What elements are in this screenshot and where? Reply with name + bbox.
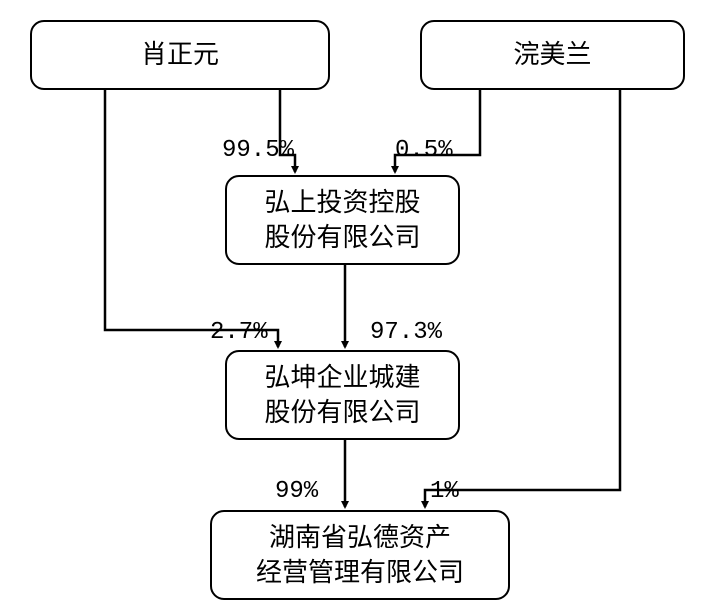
node-label-line1: 浣美兰 bbox=[513, 37, 591, 72]
node-p1: 肖正元 bbox=[30, 20, 330, 90]
edge-label-c1-c2: 97.3% bbox=[370, 319, 442, 346]
node-label-line2: 股份有限公司 bbox=[264, 220, 420, 255]
node-label-line1: 弘坤企业城建 bbox=[264, 360, 420, 395]
node-p2: 浣美兰 bbox=[420, 20, 685, 90]
node-label-line1: 弘上投资控股 bbox=[264, 185, 420, 220]
edge-label-p1-c2: 2.7% bbox=[210, 319, 268, 346]
edge-label-p2-c3: 1% bbox=[430, 478, 459, 505]
node-label-line1: 湖南省弘德资产 bbox=[269, 520, 451, 555]
node-label-line2: 经营管理有限公司 bbox=[256, 555, 464, 590]
node-c2: 弘坤企业城建股份有限公司 bbox=[225, 350, 460, 440]
edge-p2-c3 bbox=[425, 90, 620, 507]
node-label-line2: 股份有限公司 bbox=[264, 395, 420, 430]
node-label-line1: 肖正元 bbox=[141, 37, 219, 72]
edge-label-p1-c1: 99.5% bbox=[222, 137, 294, 164]
node-c3: 湖南省弘德资产经营管理有限公司 bbox=[210, 510, 510, 600]
edge-label-p2-c1: 0.5% bbox=[395, 137, 453, 164]
node-c1: 弘上投资控股股份有限公司 bbox=[225, 175, 460, 265]
edge-label-c2-c3: 99% bbox=[275, 478, 318, 505]
